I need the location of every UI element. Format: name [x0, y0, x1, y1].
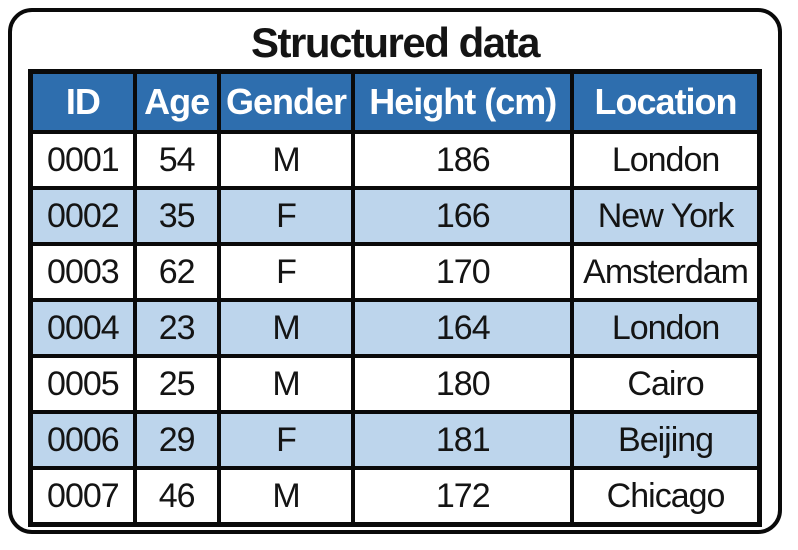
cell-gender: F	[216, 186, 356, 247]
cell-gender: M	[216, 130, 356, 191]
table-row: 0001 54 M 186 London	[28, 130, 762, 191]
cell-height-cm: 172	[351, 466, 575, 527]
cell-age: 54	[132, 130, 221, 191]
column-header-id: ID	[28, 69, 137, 135]
cell-location: Beijing	[570, 410, 762, 471]
cell-id: 0004	[28, 298, 137, 359]
structured-data-table: ID Age Gender Height (cm) Location 0001 54 M 18…	[28, 69, 762, 528]
cell-gender: M	[216, 298, 356, 359]
cell-gender: M	[216, 354, 356, 415]
cell-gender: F	[216, 242, 356, 303]
cell-height-cm: 164	[351, 298, 575, 359]
table-row: 0006 29 F 181 Beijing	[28, 410, 762, 471]
column-header-gender: Gender	[216, 69, 356, 135]
cell-id: 0005	[28, 354, 137, 415]
cell-id: 0002	[28, 186, 137, 247]
column-header-location: Location	[570, 69, 762, 135]
cell-height-cm: 186	[351, 130, 575, 191]
cell-location: Chicago	[570, 466, 762, 527]
table-row: 0005 25 M 180 Cairo	[28, 354, 762, 415]
cell-id: 0006	[28, 410, 137, 471]
cell-age: 46	[132, 466, 221, 527]
cell-height-cm: 181	[351, 410, 575, 471]
cell-location: Cairo	[570, 354, 762, 415]
cell-location: Amsterdam	[570, 242, 762, 303]
table-row: 0007 46 M 172 Chicago	[28, 466, 762, 527]
column-header-height-cm: Height (cm)	[351, 69, 575, 135]
cell-age: 25	[132, 354, 221, 415]
table-row: 0004 23 M 164 London	[28, 298, 762, 359]
cell-location: London	[570, 298, 762, 359]
cell-id: 0003	[28, 242, 137, 303]
cell-age: 35	[132, 186, 221, 247]
cell-age: 62	[132, 242, 221, 303]
column-header-age: Age	[132, 69, 221, 135]
structured-data-card: Structured data ID Age Gender Height (cm) Lo…	[8, 8, 782, 534]
cell-id: 0001	[28, 130, 137, 191]
table-row: 0002 35 F 166 New York	[28, 186, 762, 247]
cell-height-cm: 180	[351, 354, 575, 415]
cell-height-cm: 166	[351, 186, 575, 247]
cell-gender: F	[216, 410, 356, 471]
table-body: 0001 54 M 186 London 0002 35 F 166 New York 0003 62…	[28, 130, 762, 527]
cell-location: London	[570, 130, 762, 191]
cell-location: New York	[570, 186, 762, 247]
cell-age: 23	[132, 298, 221, 359]
cell-height-cm: 170	[351, 242, 575, 303]
cell-id: 0007	[28, 466, 137, 527]
cell-gender: M	[216, 466, 356, 527]
table-header-row: ID Age Gender Height (cm) Location	[28, 69, 762, 135]
table-row: 0003 62 F 170 Amsterdam	[28, 242, 762, 303]
cell-age: 29	[132, 410, 221, 471]
page-title: Structured data	[251, 19, 540, 66]
